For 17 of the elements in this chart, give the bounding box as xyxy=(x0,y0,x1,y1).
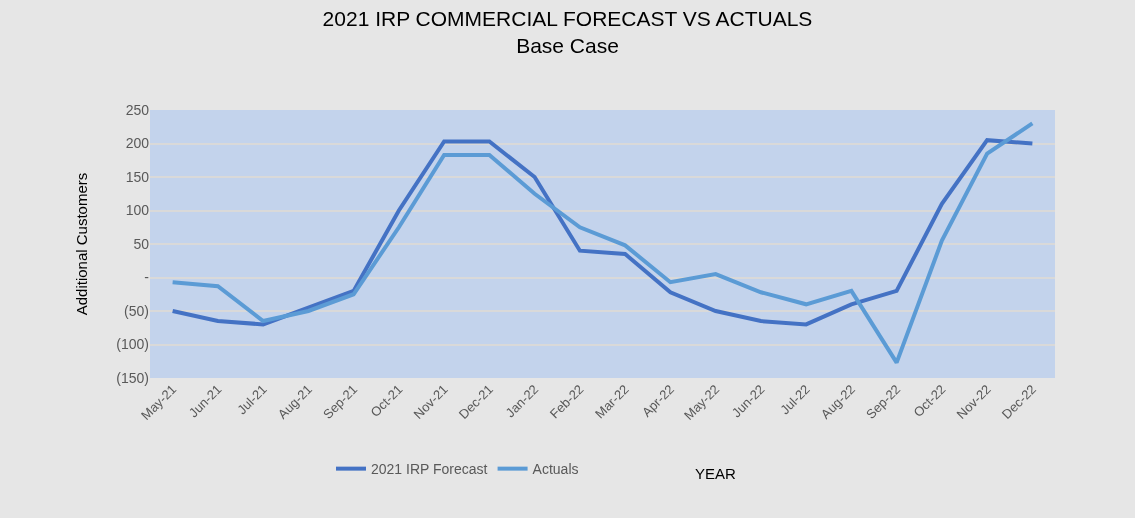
y-tick-label: 200 xyxy=(125,135,150,152)
x-axis-title: YEAR xyxy=(695,465,737,482)
y-tick-label: (100) xyxy=(116,336,149,353)
y-tick-label: 150 xyxy=(125,168,150,185)
y-tick-label: (150) xyxy=(116,369,149,386)
y-tick-label: 250 xyxy=(125,101,150,118)
chart-subtitle: Base Case xyxy=(516,34,619,58)
y-tick-label: 100 xyxy=(125,202,150,219)
y-axis-title: Additional Customers xyxy=(72,172,90,316)
legend-label: Actuals xyxy=(532,461,579,478)
line-series xyxy=(170,121,1035,365)
y-tick-label: 50 xyxy=(133,235,150,252)
y-tick-label: - xyxy=(144,269,150,286)
chart-title: 2021 IRP COMMERCIAL FORECAST VS ACTUALS xyxy=(322,6,813,30)
y-tick-label: (50) xyxy=(124,302,149,319)
line-series xyxy=(170,138,1035,327)
legend-label: 2021 IRP Forecast xyxy=(371,461,488,478)
